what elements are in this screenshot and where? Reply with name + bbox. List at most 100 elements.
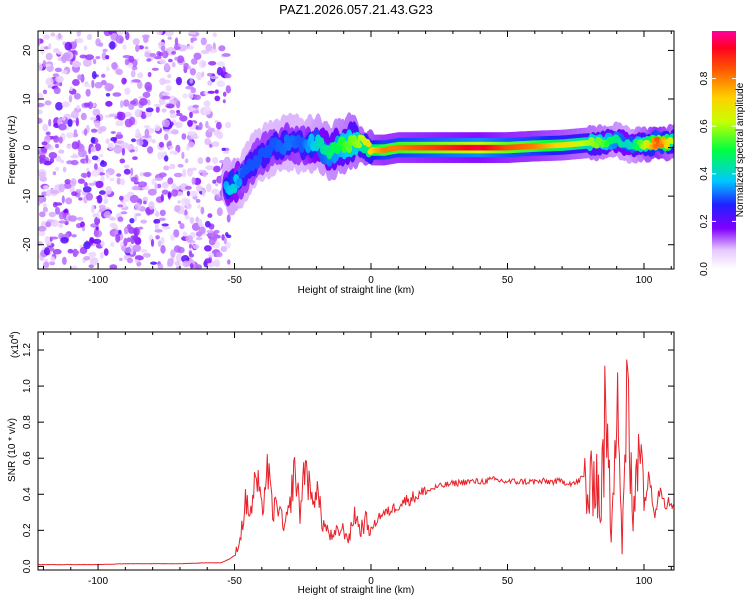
noise-speckle [45,189,52,197]
snr-multiplier: (x104) [9,331,21,358]
noise-speckle [76,104,80,110]
noise-speckle [38,200,41,206]
colorbar-tick-label: 0.0 [699,262,710,276]
spectrogram-ylabel: Frequency (Hz) [7,116,18,185]
noise-speckle [70,159,79,166]
noise-speckle [167,177,174,185]
noise-speckle [178,220,182,225]
noise-speckle [207,80,213,86]
noise-speckle [91,204,95,214]
noise-speckle [190,263,194,269]
noise-speckle [55,155,62,162]
noise-speckle [83,255,91,261]
track-blob [593,142,600,149]
noise-speckle [39,171,46,180]
noise-speckle [142,91,151,98]
noise-speckle [74,250,80,255]
noise-speckle [155,235,160,240]
track-blob [634,144,641,151]
noise-speckle [175,76,183,86]
noise-speckle [89,116,97,121]
noise-speckle [164,155,169,162]
noise-speckle [109,177,115,182]
noise-speckle [179,223,185,230]
noise-speckle [94,120,101,128]
colorbar-gradient [712,31,736,269]
noise-speckle [97,194,103,204]
snr-multiplier-close: ) [10,331,21,334]
noise-speckle [101,73,106,78]
noise-speckle [198,226,206,234]
noise-speckle [206,229,214,234]
noise-speckle [48,118,52,127]
noise-speckle [157,41,166,47]
noise-speckle [95,180,104,189]
noise-speckle [209,75,219,80]
noise-speckle [38,231,46,237]
noise-speckle [203,100,211,108]
y-tick-label: 0.8 [22,415,33,429]
noise-speckle [105,171,110,179]
noise-speckle [126,237,131,243]
noise-speckle [58,123,67,131]
noise-speckle [156,31,163,36]
noise-speckle [171,189,179,197]
noise-speckle [127,257,133,264]
noise-speckle [95,56,101,60]
noise-speckle [56,51,64,55]
noise-speckle [110,216,114,221]
noise-speckle [99,125,107,132]
noise-speckle [64,41,73,51]
noise-speckle [76,37,84,44]
track-blob [365,141,372,148]
noise-speckle [132,244,142,252]
noise-speckle [161,189,169,195]
noise-speckle [121,142,129,149]
noise-speckle [94,81,103,89]
noise-speckle [161,95,171,100]
noise-speckle [99,160,107,167]
noise-speckle [135,128,140,136]
noise-speckle [162,50,169,59]
noise-speckle [132,38,140,46]
noise-speckle [188,31,193,35]
colorbar-tick-label: 0.8 [699,71,710,85]
track-blob [318,137,325,147]
y-tick-label: 0.4 [22,487,33,501]
noise-speckle [116,31,124,37]
spectrogram-y-ticks: -20 -10 0 10 20 [22,44,674,252]
noise-speckle [38,225,47,232]
noise-speckle [126,224,132,230]
noise-speckle [94,163,98,171]
noise-speckle [54,202,63,206]
noise-speckle [50,256,56,263]
noise-speckle [130,70,136,78]
noise-speckle [91,71,97,80]
noise-speckle [121,77,127,85]
noise-speckle [157,240,162,247]
noise-speckle [154,212,160,217]
noise-speckle [189,78,194,84]
noise-speckle [129,218,135,224]
noise-speckle [158,51,164,57]
y-tick-label: 1.0 [22,379,33,393]
noise-speckle [121,147,125,156]
noise-speckle [195,198,201,203]
noise-speckle [110,131,116,134]
noise-speckle [147,99,151,106]
noise-speckle [216,207,223,217]
noise-speckle [159,77,166,86]
noise-speckle [137,72,144,79]
noise-speckle [200,206,205,215]
track-blob [236,177,243,187]
noise-speckle [59,159,65,164]
noise-speckle [115,133,124,139]
noise-speckle [57,32,62,40]
noise-speckle [213,259,221,268]
noise-speckle [167,192,172,199]
noise-speckle [216,80,225,88]
figure-title: PAZ1.2026.057.21.43.G23 [279,2,433,17]
noise-speckle [190,37,198,42]
y-tick-label: 0 [22,144,33,150]
noise-speckle [75,189,82,193]
